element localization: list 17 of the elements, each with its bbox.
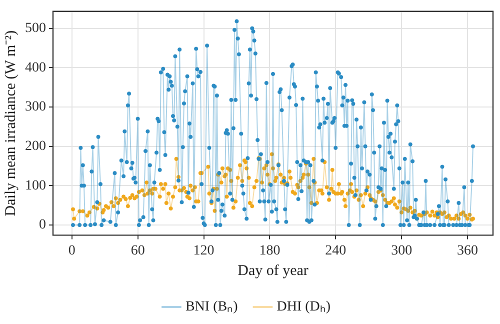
x-tick-label: 60 xyxy=(130,243,145,258)
x-tick-label: 180 xyxy=(259,243,280,258)
y-tick-label: 500 xyxy=(25,20,46,36)
x-tick-label: 300 xyxy=(391,243,412,258)
x-tick-label: 240 xyxy=(325,243,346,258)
x-axis-title: Day of year xyxy=(238,262,308,279)
x-tick-label: 360 xyxy=(457,243,478,258)
y-tick-label: 0 xyxy=(39,218,46,233)
legend-label: BNI (Bₙ) xyxy=(185,300,238,315)
y-tick-label: 100 xyxy=(25,178,46,194)
y-tick-label: 200 xyxy=(25,139,46,154)
y-tick-label: 300 xyxy=(25,100,46,115)
x-tick-label: 120 xyxy=(193,243,214,258)
x-tick-label: 0 xyxy=(68,243,76,258)
y-axis-title: Daily mean irradiance (W m⁻²) xyxy=(2,30,19,216)
legend-label: DHI (Dₕ) xyxy=(276,300,331,315)
y-tick-label: 400 xyxy=(25,60,46,76)
